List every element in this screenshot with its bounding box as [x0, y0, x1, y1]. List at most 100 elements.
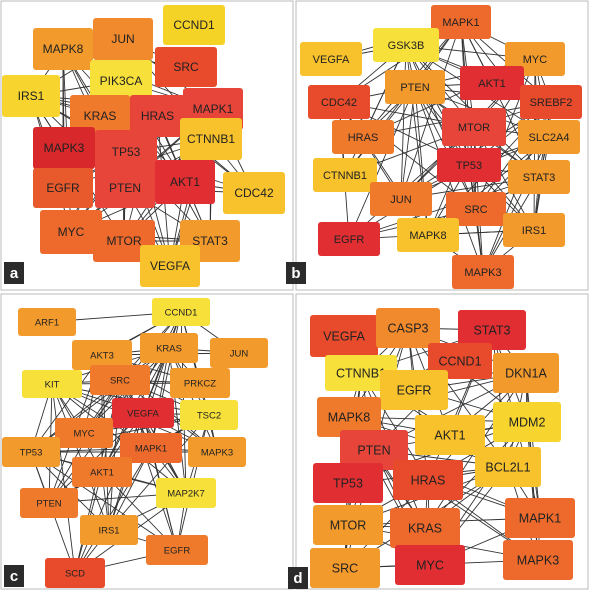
node [188, 437, 246, 467]
node [140, 245, 200, 287]
node [70, 95, 130, 137]
node-label: JUN [111, 32, 134, 46]
node-label: AKT3 [90, 351, 114, 362]
node [33, 28, 93, 70]
node [475, 447, 541, 487]
node-label: GSK3B [388, 40, 425, 52]
node-label: STAT3 [523, 172, 556, 184]
node-label: AKT1 [90, 468, 114, 479]
node [152, 298, 210, 326]
node-label: MTOR [330, 518, 367, 532]
node-label: MAPK1 [519, 511, 561, 525]
node-label: VEGFA [150, 259, 190, 273]
node [437, 148, 501, 182]
node-label: CTNNB1 [187, 132, 235, 146]
node-label: MAP2K7 [167, 489, 205, 500]
node-label: SRC [332, 561, 358, 575]
node [503, 540, 573, 580]
panel-frame [295, 293, 589, 590]
network-panel: VEGFA CASP3 STAT3 CCND1 CTNNB1 DKN1A EGFR MAPK8… [288, 293, 589, 590]
node [45, 558, 105, 588]
node-label: SCD [65, 569, 85, 580]
node [308, 85, 370, 119]
node [373, 28, 439, 62]
node-label: KRAS [156, 344, 182, 355]
node-label: KRAS [408, 521, 442, 535]
node-label: PTEN [109, 181, 141, 195]
edge [51, 383, 187, 494]
node-label: TP53 [456, 160, 482, 172]
node [155, 160, 215, 204]
node [90, 365, 150, 395]
node [493, 353, 559, 393]
node [442, 108, 506, 146]
node [508, 160, 570, 194]
network-panel: CCND1 MAPK8 JUN SRC PIK3CA IRS1 KRAS HRAS MAPK1 M… [0, 0, 294, 291]
node [503, 213, 565, 247]
node-label: JUN [390, 194, 411, 206]
node-label: IRS1 [522, 225, 546, 237]
node [20, 488, 78, 518]
panel-tag [4, 565, 24, 587]
node-label: SLC2A4 [529, 132, 570, 144]
node-label: MAPK8 [328, 410, 370, 424]
node-label: STAT3 [192, 234, 228, 248]
node-label: HRAS [348, 132, 379, 144]
node-label: CDC42 [321, 97, 357, 109]
edge [407, 327, 509, 468]
edge [348, 86, 416, 240]
node [376, 308, 440, 348]
node [33, 168, 93, 208]
node [130, 95, 185, 137]
node-label: MYC [416, 558, 444, 572]
node [493, 402, 561, 442]
edge [51, 383, 76, 574]
node [95, 130, 157, 174]
node [95, 168, 155, 208]
edge [400, 86, 416, 200]
node-label: JUN [230, 349, 249, 360]
node-label: HRAS [141, 109, 174, 123]
node [180, 400, 238, 430]
node [325, 355, 397, 391]
node [55, 418, 113, 448]
edge [108, 414, 210, 531]
node-label: TSC2 [197, 411, 221, 422]
node-label: MTOR [458, 122, 490, 134]
node-label: PTEN [357, 443, 390, 457]
node-label: MAPK3 [44, 141, 85, 155]
node [72, 457, 132, 487]
edge [30, 451, 178, 551]
node-label: MYC [58, 225, 85, 239]
node-label: MAPK3 [517, 553, 559, 567]
node [146, 535, 208, 565]
node [317, 397, 381, 437]
node-label: BCL2L1 [485, 460, 530, 474]
node [518, 120, 580, 154]
node-label: HRAS [411, 473, 446, 487]
node-label: CTNNB1 [336, 366, 386, 380]
panel-label: c [10, 568, 18, 585]
node-label: PIK3CA [100, 74, 143, 88]
node [318, 222, 380, 256]
node [18, 308, 76, 336]
node [80, 515, 138, 545]
node-label: MYC [523, 54, 548, 66]
node-label: CTNNB1 [323, 170, 367, 182]
node-label: PRKCZ [184, 379, 216, 390]
node [310, 315, 378, 357]
node-label: VEGFA [323, 329, 365, 343]
node-label: IRS1 [18, 89, 45, 103]
node [313, 505, 383, 545]
node [393, 460, 463, 500]
node [395, 545, 465, 585]
node-label: TP53 [20, 448, 43, 459]
node-label: DKN1A [505, 366, 547, 380]
node-label: MAPK3 [201, 448, 233, 459]
node [397, 218, 459, 252]
node-label: MYC [73, 429, 94, 440]
node [415, 415, 485, 455]
node [33, 127, 95, 169]
node-label: MAPK8 [409, 230, 446, 242]
node-label: SRC [464, 204, 487, 216]
